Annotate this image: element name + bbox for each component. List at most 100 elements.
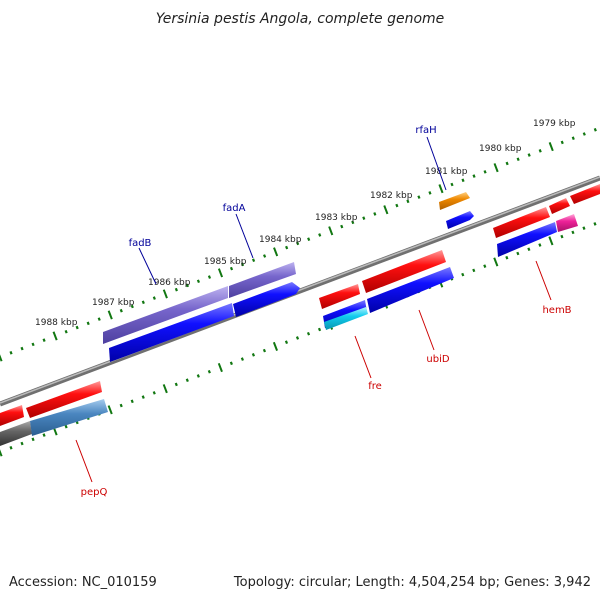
minor-tick [505, 161, 509, 166]
genome-summary-text: Topology: circular; Length: 4,504,254 bp… [233, 575, 591, 590]
minor-tick [351, 220, 355, 225]
leader-line-fadA [235, 213, 254, 259]
minor-tick [582, 132, 586, 136]
kbp-label: 1984 kbp [259, 235, 302, 245]
gene-label-fadA[interactable]: fadA [223, 203, 246, 214]
minor-tick [461, 272, 465, 277]
gene-fadA-feature[interactable] [229, 262, 296, 298]
inner-ruler [0, 222, 597, 457]
gene-forward-feature[interactable] [570, 184, 600, 204]
minor-tick [185, 378, 189, 382]
minor-tick [31, 437, 35, 442]
major-tick [217, 268, 224, 278]
minor-tick [571, 230, 575, 235]
minor-tick [582, 226, 586, 230]
minor-tick [516, 251, 520, 256]
minor-tick [483, 170, 487, 174]
minor-tick [20, 441, 24, 446]
leader-line-ubiD [418, 309, 435, 351]
gene-fre-feature[interactable] [324, 307, 368, 330]
feature-track-upper [103, 184, 600, 362]
gene-label-ubiD[interactable]: ubiD [426, 354, 449, 365]
gene-label-leaders [75, 136, 552, 483]
gene-labels: fadB fadA rfaH pepQ fre ubiD hemB [81, 125, 572, 498]
gene-forward-feature[interactable] [362, 250, 446, 293]
minor-tick [185, 283, 189, 288]
minor-tick [450, 182, 454, 187]
gene-label-fre[interactable]: fre [368, 381, 382, 392]
major-tick [328, 226, 334, 236]
kbp-label: 1981 kbp [425, 167, 468, 177]
major-tick [0, 449, 3, 457]
minor-tick [538, 243, 542, 247]
minor-tick [9, 445, 13, 450]
major-tick [548, 142, 554, 152]
minor-tick [527, 247, 531, 252]
kbp-label: 1983 kbp [315, 213, 358, 223]
minor-tick [119, 403, 123, 408]
minor-tick [141, 395, 145, 399]
minor-tick [196, 279, 201, 284]
map-title: Yersinia pestis Angola, complete genome [156, 11, 445, 27]
kbp-label: 1987 kbp [92, 298, 135, 308]
minor-tick [483, 264, 487, 268]
major-tick [438, 184, 444, 194]
leader-line-fre [354, 335, 372, 379]
kbp-labels: 1988 kbp 1987 kbp 1986 kbp 1985 kbp 1984… [35, 119, 576, 328]
gene-reverse-feature[interactable] [233, 282, 300, 317]
gene-reverse-feature[interactable] [446, 211, 474, 229]
minor-tick [20, 346, 24, 351]
major-tick [0, 354, 3, 362]
gene-fadB-feature[interactable] [103, 286, 228, 344]
gene-rfaH-feature[interactable] [439, 192, 470, 210]
gene-hemB-feature[interactable] [556, 214, 578, 232]
minor-tick [251, 258, 256, 263]
leader-line-fadB [138, 247, 157, 285]
gene-ubiD-feature[interactable] [367, 267, 454, 313]
minor-tick [296, 241, 300, 246]
minor-tick [527, 153, 531, 157]
minor-tick [395, 203, 399, 208]
gene-forward-feature[interactable] [319, 284, 360, 309]
minor-tick [318, 233, 322, 237]
minor-tick [130, 304, 134, 309]
leader-line-pepQ [75, 439, 93, 483]
gene-feature[interactable] [0, 421, 32, 446]
minor-tick [240, 357, 244, 361]
minor-tick [262, 348, 267, 353]
gene-forward-feature[interactable] [26, 381, 102, 418]
minor-tick [196, 374, 200, 378]
gene-label-pepQ[interactable]: pepQ [81, 487, 108, 498]
gene-reverse-feature[interactable] [109, 303, 234, 362]
major-tick [272, 341, 278, 351]
gene-label-fadB[interactable]: fadB [129, 238, 152, 249]
minor-tick [75, 325, 79, 330]
minor-tick [317, 327, 322, 332]
minor-tick [516, 157, 520, 162]
minor-tick [229, 361, 233, 366]
major-tick [107, 310, 113, 320]
major-tick [493, 163, 499, 173]
major-tick [162, 289, 168, 299]
minor-tick [472, 174, 476, 178]
minor-tick [461, 178, 465, 183]
gene-label-hemB[interactable]: hemB [542, 305, 571, 316]
minor-tick [593, 222, 597, 226]
gene-forward-feature[interactable] [549, 198, 570, 214]
major-tick [493, 257, 499, 267]
major-tick [217, 362, 223, 373]
gene-forward-feature[interactable] [0, 405, 24, 426]
kbp-label: 1982 kbp [370, 191, 413, 201]
minor-tick [207, 275, 212, 279]
minor-tick [340, 224, 344, 229]
minor-tick [505, 255, 509, 260]
minor-tick [31, 342, 35, 347]
minor-tick [417, 195, 421, 199]
gene-forward-feature[interactable] [493, 207, 550, 238]
gene-pepQ-feature[interactable] [30, 399, 108, 436]
minor-tick [560, 140, 564, 145]
gene-label-rfaH[interactable]: rfaH [415, 125, 436, 136]
gene-reverse-feature[interactable] [497, 222, 557, 257]
genome-backbone [0, 175, 600, 407]
